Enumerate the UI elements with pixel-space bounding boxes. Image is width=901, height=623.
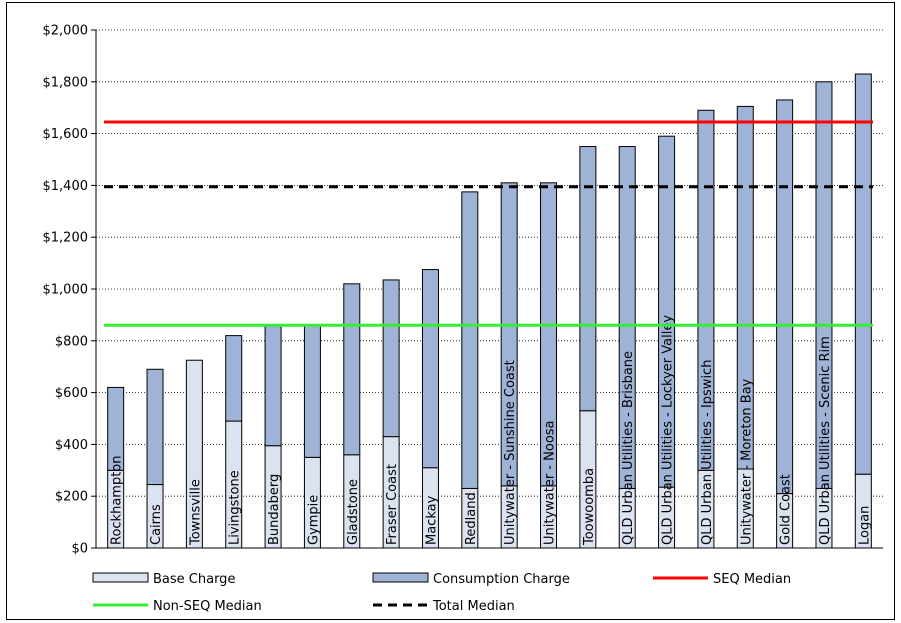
bar-consumption-charge-cairns xyxy=(146,368,164,486)
category-label: QLD Urban Utilities - Brisbane xyxy=(621,351,636,545)
bar-consumption-charge-gympie xyxy=(303,324,321,458)
bar-consumption-charge-unitywater-noosa xyxy=(540,182,558,487)
bar-consumption-charge-unitywater-sunshine-coast xyxy=(500,182,518,487)
bar-consumption-charge-redland xyxy=(461,191,479,489)
category-label: Rockhampton xyxy=(110,456,125,546)
y-tick-label: $1,400 xyxy=(43,179,89,194)
category-label: Toowoomba xyxy=(582,468,597,546)
category-label: QLD Urban Utilities - Lockyer Valley xyxy=(661,315,676,545)
legend-item-consumption-charge: Consumption Charge xyxy=(372,572,570,587)
y-tick-label: $2,000 xyxy=(43,24,89,39)
category-label: Livingstone xyxy=(228,470,243,545)
legend-label: Total Median xyxy=(432,599,515,614)
bar-consumption-charge-qld-urban-utilities-ipswich xyxy=(697,109,715,471)
category-label: Unitywater - Moreton Bay xyxy=(739,378,754,545)
category-label: Unitywater - Noosa xyxy=(543,420,558,545)
category-label: Unitywater - Sunshine Coast xyxy=(503,360,518,545)
category-label: Mackay xyxy=(424,495,439,545)
bar-consumption-charge-gladstone xyxy=(343,283,361,456)
y-tick-label: $1,200 xyxy=(43,231,89,246)
bar-consumption-charge-unitywater-moreton-bay xyxy=(736,105,754,470)
legend-swatch xyxy=(92,572,149,583)
y-tick-label: $400 xyxy=(55,438,88,453)
legend-label: Consumption Charge xyxy=(433,572,570,587)
bar-consumption-charge-rockhampton xyxy=(107,386,125,471)
bar-consumption-charge-toowoomba xyxy=(579,146,597,412)
y-tick-label: $1,000 xyxy=(43,283,89,298)
category-label: QLD Urban Utilities - Scenic Rim xyxy=(818,336,833,545)
y-tick-label: $200 xyxy=(55,490,88,505)
bar-consumption-charge-mackay xyxy=(421,269,439,469)
chart: Rockhampton Cairns Townsville Livingstone Bu… xyxy=(43,24,883,614)
legend-item-base-charge: Base Charge xyxy=(92,572,235,587)
bar-consumption-charge-qld-urban-utilities-brisbane xyxy=(618,146,636,489)
category-label: Fraser Coast xyxy=(385,464,400,545)
legend-label: Base Charge xyxy=(153,572,235,587)
bar-consumption-charge-livingstone xyxy=(225,335,243,422)
bar-consumption-charge-logan xyxy=(854,73,872,475)
legend-item-seq-median: SEQ Median xyxy=(653,572,791,587)
y-tick-label: $0 xyxy=(71,542,88,557)
category-label: Gympie xyxy=(306,495,321,545)
category-label: Gold Coast xyxy=(779,474,794,545)
category-label: Cairns xyxy=(149,504,164,545)
legend-swatch xyxy=(372,572,429,583)
chart-frame: Rockhampton Cairns Townsville Livingstone Bu… xyxy=(6,2,895,620)
category-label: QLD Urban Utilities - Ipswich xyxy=(700,360,715,545)
y-tick-label: $600 xyxy=(55,386,88,401)
category-label: Redland xyxy=(464,492,479,545)
y-tick-label: $800 xyxy=(55,334,88,349)
bar-consumption-charge-qld-urban-utilities-scenic-rim xyxy=(815,81,833,489)
legend-label: Non-SEQ Median xyxy=(153,599,262,614)
legend-label: SEQ Median xyxy=(713,572,791,587)
bar-consumption-charge-qld-urban-utilities-lockyer-valley xyxy=(658,135,676,488)
y-tick-label: $1,800 xyxy=(43,75,89,90)
category-label: Townsville xyxy=(188,479,203,546)
category-label: Gladstone xyxy=(346,479,361,545)
bar-consumption-charge-gold-coast xyxy=(776,99,794,495)
legend-item-non-seq-median: Non-SEQ Median xyxy=(93,599,262,614)
bar-consumption-charge-bundaberg xyxy=(264,324,282,447)
category-label: Logan xyxy=(857,506,872,545)
y-tick-label: $1,600 xyxy=(43,127,89,142)
bar-consumption-charge-fraser-coast xyxy=(382,279,400,438)
category-label: Bundaberg xyxy=(267,474,282,545)
legend-item-total-median: Total Median xyxy=(373,599,515,614)
